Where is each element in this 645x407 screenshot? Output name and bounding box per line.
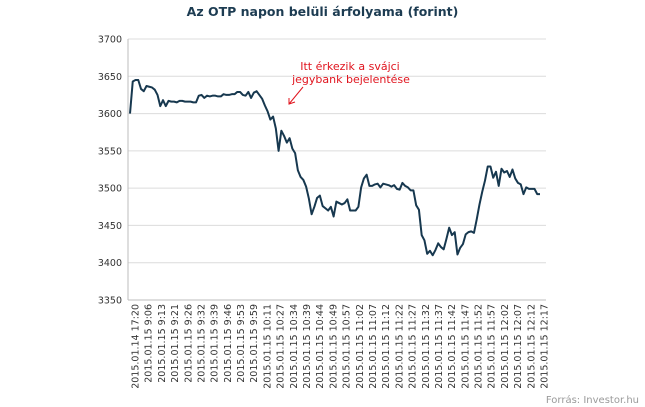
x-tick-label: 2015.01.15 11:27 bbox=[408, 304, 419, 389]
x-tick-label: 2015.01.15 9:13 bbox=[157, 304, 168, 383]
axes bbox=[127, 39, 546, 301]
y-tick-label: 3500 bbox=[98, 184, 122, 195]
source-note: Forrás: Investor.hu bbox=[545, 395, 639, 406]
y-tick-label: 3550 bbox=[98, 146, 122, 157]
annotation: Itt érkezik a svájci jegybank bejelentés… bbox=[288, 60, 410, 105]
x-tick-label: 2015.01.15 9:53 bbox=[236, 304, 247, 383]
annotation-arrow bbox=[288, 86, 304, 105]
y-tick-label: 3700 bbox=[98, 35, 122, 46]
x-tick-label: 2015.01.15 10:49 bbox=[328, 304, 339, 389]
x-tick-label: 2015.01.15 11:07 bbox=[368, 304, 379, 389]
x-tick-label: 2015.01.15 10:34 bbox=[289, 304, 300, 389]
x-tick-label: 2015.01.15 10:57 bbox=[342, 304, 353, 389]
x-axis-ticks: 2015.01.14 17:20 2015.01.15 9:06 2015.01.1… bbox=[131, 304, 551, 389]
x-tick-label: 2015.01.15 11:37 bbox=[434, 304, 445, 389]
x-tick-label: 2015.01.15 9:39 bbox=[210, 304, 221, 383]
x-tick-label: 2015.01.15 9:21 bbox=[170, 304, 181, 383]
x-tick-label: 2015.01.15 9:46 bbox=[223, 304, 234, 383]
x-tick-label: 2015.01.15 10:39 bbox=[302, 304, 313, 389]
annotation-arrowhead bbox=[288, 98, 296, 105]
x-tick-label: 2015.01.15 9:32 bbox=[196, 304, 207, 383]
x-tick-label: 2015.01.15 11:47 bbox=[460, 304, 471, 389]
y-tick-label: 3350 bbox=[98, 296, 122, 307]
y-tick-label: 3650 bbox=[98, 72, 122, 83]
x-tick-label: 2015.01.15 11:22 bbox=[394, 304, 405, 389]
x-tick-label: 2015.01.15 11:12 bbox=[381, 304, 392, 389]
x-tick-label: 2015.01.15 11:32 bbox=[421, 304, 432, 389]
y-tick-label: 3450 bbox=[98, 221, 122, 232]
x-tick-label: 2015.01.15 12:17 bbox=[540, 304, 551, 389]
x-tick-label: 2015.01.14 17:20 bbox=[131, 304, 142, 389]
x-tick-label: 2015.01.15 11:52 bbox=[474, 304, 485, 389]
x-tick-label: 2015.01.15 11:02 bbox=[355, 304, 366, 389]
x-tick-label: 2015.01.15 10:27 bbox=[276, 304, 287, 389]
chart-title: Az OTP napon belüli árfolyama (forint) bbox=[186, 4, 459, 19]
y-axis-ticks: 3700 3650 3600 3550 3500 3450 3400 3350 bbox=[98, 35, 122, 307]
x-tick-label: 2015.01.15 9:26 bbox=[183, 304, 194, 383]
series-line-0 bbox=[129, 79, 540, 257]
x-tick-label: 2015.01.15 11:42 bbox=[447, 304, 458, 389]
annotation-line-1: Itt érkezik a svájci bbox=[300, 60, 399, 73]
x-tick-label: 2015.01.15 12:12 bbox=[526, 304, 537, 389]
x-tick-label: 2015.01.15 9:59 bbox=[249, 304, 260, 383]
y-tick-label: 3400 bbox=[98, 258, 122, 269]
x-tick-label: 2015.01.15 11:57 bbox=[487, 304, 498, 389]
x-tick-label: 2015.01.15 10:11 bbox=[262, 304, 273, 389]
series-group bbox=[129, 79, 540, 257]
y-tick-label: 3600 bbox=[98, 109, 122, 120]
x-tick-label: 2015.01.15 10:44 bbox=[315, 304, 326, 389]
x-tick-label: 2015.01.15 12:07 bbox=[513, 304, 524, 389]
x-tick-label: 2015.01.15 9:06 bbox=[144, 304, 155, 383]
annotation-line-2: jegybank bejelentése bbox=[291, 73, 410, 86]
x-tick-label: 2015.01.15 12:02 bbox=[500, 304, 511, 389]
